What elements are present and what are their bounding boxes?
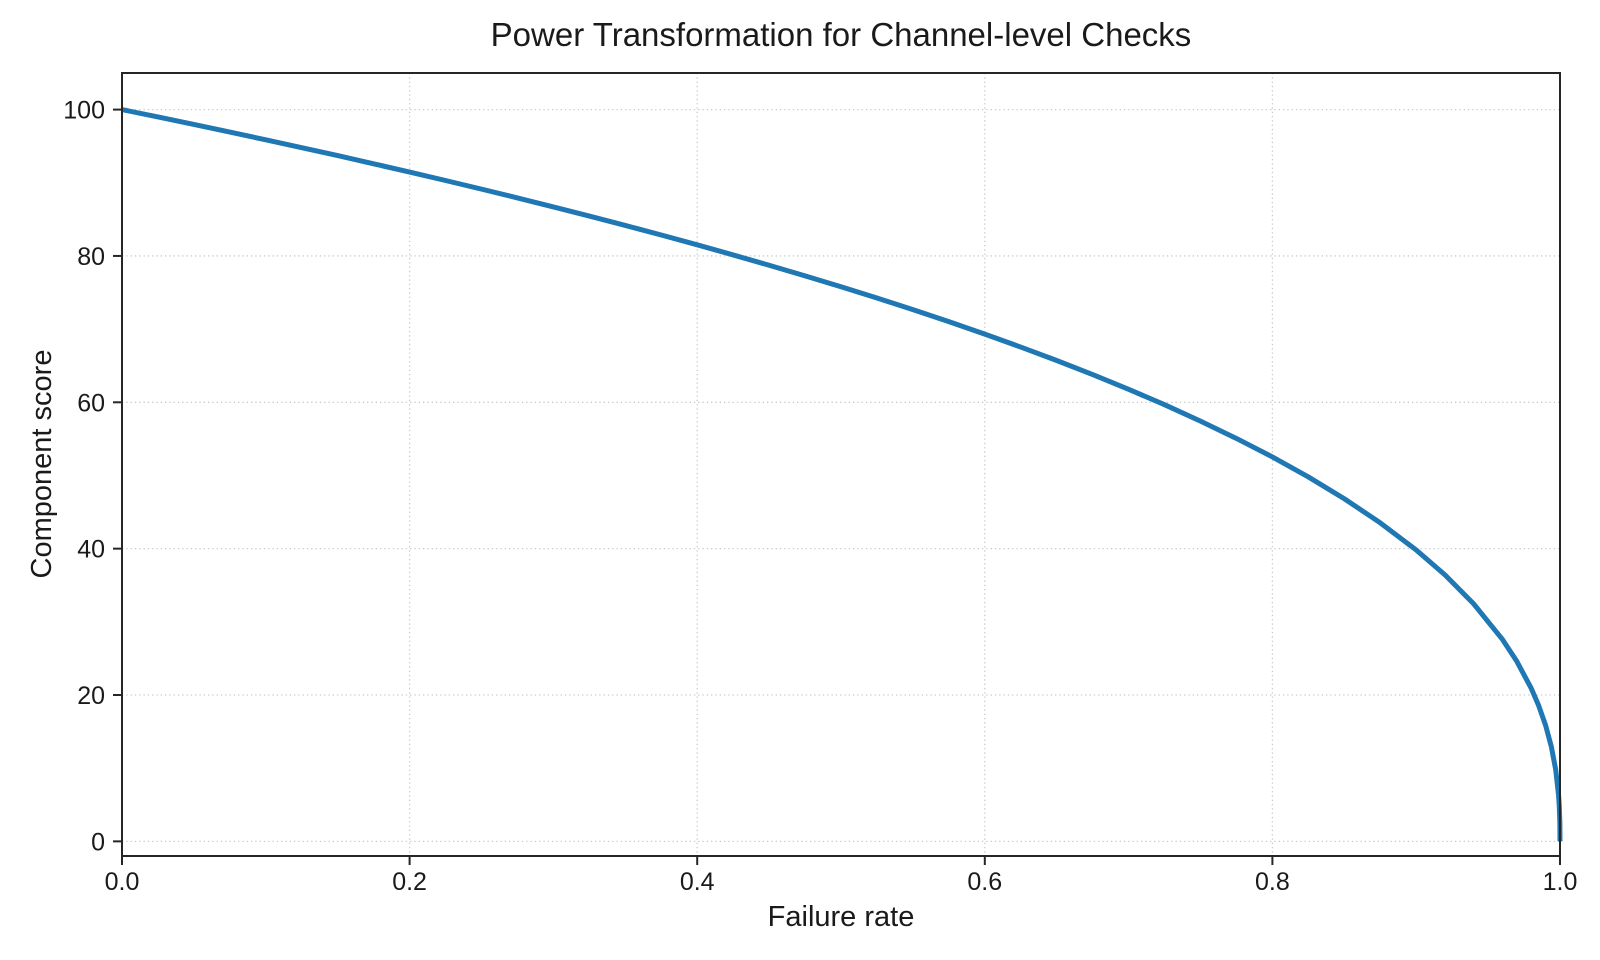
axis-layer: 0.0 0.2 0.4 0.6 0.8 1.0 0 20 40 60 80 100 (63, 72, 1578, 896)
grid-layer (121, 73, 1561, 856)
y-tick-label: 100 (63, 97, 105, 125)
x-tick-label: 0.6 (967, 868, 1002, 896)
x-tick-label: 0.4 (680, 868, 715, 896)
x-tick-label: 0.2 (392, 868, 427, 896)
y-tick-label: 80 (77, 243, 105, 271)
x-tick-label: 0.0 (105, 868, 140, 896)
y-tick-label: 20 (77, 682, 105, 710)
chart-title: Power Transformation for Channel-level C… (491, 16, 1192, 53)
plot-border (121, 72, 1561, 857)
x-tick-label: 0.8 (1255, 868, 1290, 896)
y-tick-label: 40 (77, 536, 105, 564)
series-layer (121, 107, 1563, 842)
series-line (121, 107, 1563, 842)
x-tick-label: 1.0 (1543, 868, 1578, 896)
x-axis-label: Failure rate (768, 901, 915, 933)
y-axis-label: Component score (26, 350, 58, 579)
y-tick-label: 0 (91, 828, 105, 856)
y-tick-label: 60 (77, 389, 105, 417)
